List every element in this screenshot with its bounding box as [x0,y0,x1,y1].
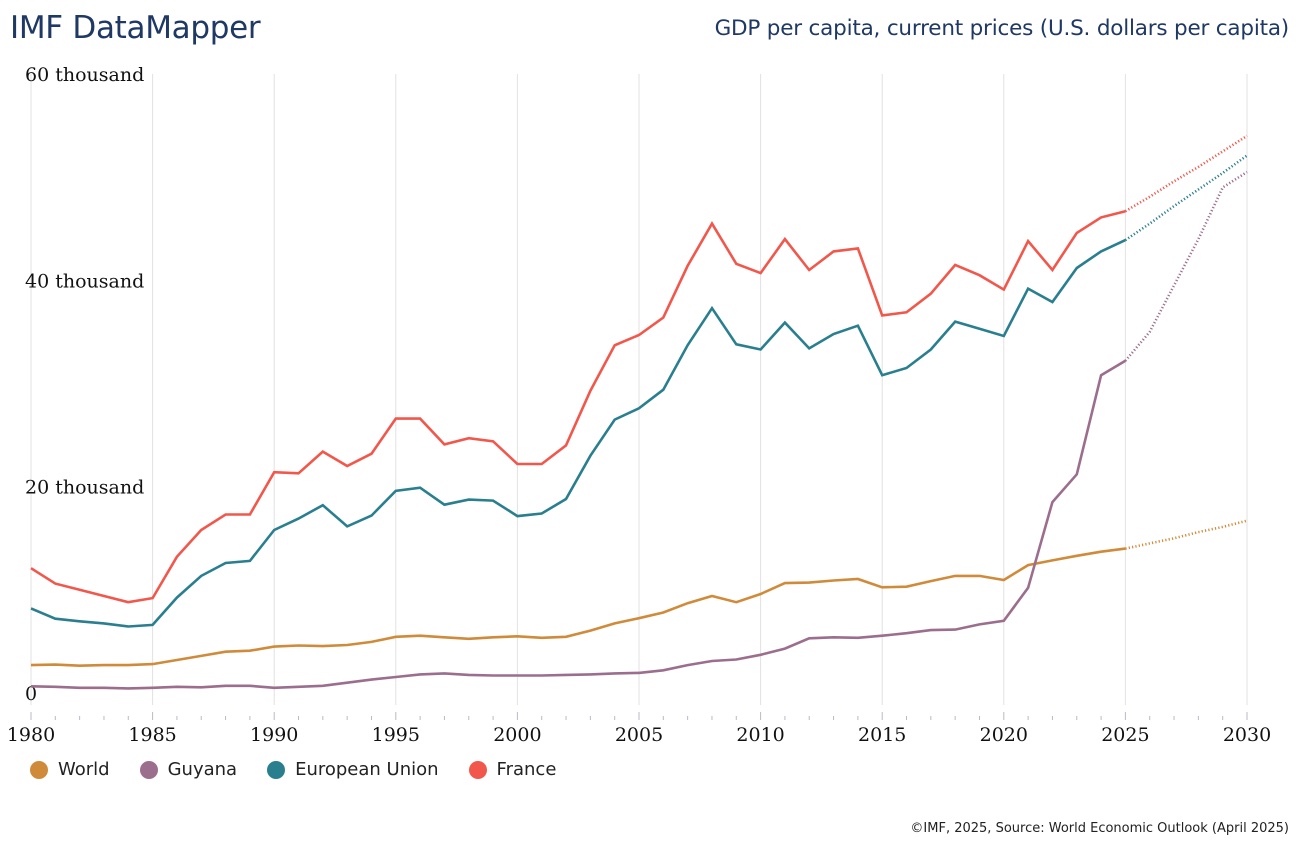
x-tick-label: 1985 [128,724,176,746]
series-line-european-union[interactable] [30,238,1126,628]
y-tick-label: 0 [25,683,37,705]
legend-item-france[interactable]: France [468,759,557,780]
legend-label: World [58,759,110,780]
y-axis: 0 20 thousand 40 thousand 60 thousand [25,64,144,705]
series-projection-france[interactable] [1124,134,1248,213]
series-projection-world[interactable] [1125,519,1248,550]
series-lines [30,134,1248,690]
x-axis: 1980 1985 1990 1995 2000 2005 2010 2015 2020 2025… [7,712,1271,746]
chart-title: GDP per capita, current prices (U.S. dol… [714,16,1290,41]
legend-label: Guyana [167,759,238,780]
x-tick-label: 2010 [736,724,784,746]
legend-dot-icon [267,760,286,779]
y-tick-label: 40 thousand [25,270,144,292]
x-tick-label: 2025 [1101,724,1149,746]
x-tick-label: 2000 [493,724,541,746]
x-tick-label: 2005 [615,724,663,746]
series-line-world[interactable] [30,547,1126,668]
x-tick-label: 2015 [858,724,906,746]
x-tick-label: 1980 [7,724,55,746]
legend-item-guyana[interactable]: Guyana [139,759,238,780]
legend-item-world[interactable]: World [30,759,110,780]
x-tick-label: 2030 [1223,724,1271,746]
gridlines [30,74,1248,705]
legend-dot-icon [30,760,48,779]
legend-label: France [496,759,557,780]
series-line-guyana[interactable] [30,359,1127,690]
legend-dot-icon [139,760,158,779]
source-credit: ©IMF, 2025, Source: World Economic Outlo… [910,821,1289,836]
series-projection-european-union[interactable] [1124,154,1248,242]
x-tick-label: 1995 [372,724,420,746]
legend: World Guyana European Union France [30,759,586,780]
app-title: IMF DataMapper [10,10,261,46]
y-tick-label: 60 thousand [25,64,144,86]
x-tick-label: 1990 [250,724,298,746]
legend-label: European Union [295,759,439,780]
x-tick-label: 2020 [980,724,1028,746]
legend-dot-icon [468,760,487,779]
y-tick-label: 20 thousand [25,477,144,499]
legend-item-european-union[interactable]: European Union [267,759,439,780]
series-projection-guyana[interactable] [1124,170,1248,362]
series-line-france[interactable] [30,209,1126,604]
